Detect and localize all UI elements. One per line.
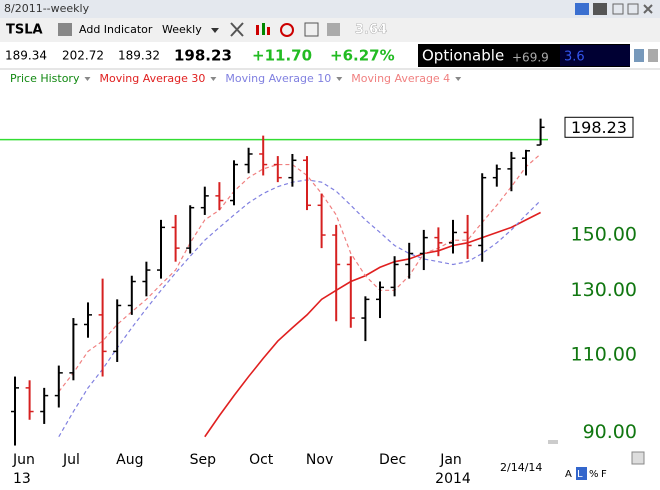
max-button[interactable] bbox=[627, 3, 639, 15]
window-title: 8/2011--weekly bbox=[4, 2, 90, 15]
legend-label: Price History bbox=[10, 72, 80, 85]
alarm-icon[interactable] bbox=[280, 23, 294, 37]
x-tick-label: Jun bbox=[12, 452, 35, 468]
x-tick-label: Sep bbox=[190, 452, 217, 468]
menu-icon[interactable] bbox=[327, 23, 340, 36]
legend-arrow bbox=[210, 77, 217, 81]
change-pct: +6.27% bbox=[330, 47, 395, 65]
footer-button[interactable]: F bbox=[601, 469, 607, 480]
restore-button[interactable] bbox=[612, 3, 624, 15]
close-button[interactable] bbox=[643, 4, 653, 14]
candle-icon[interactable] bbox=[256, 25, 259, 35]
legend-arrow bbox=[455, 77, 462, 81]
x-tick-label: Jul bbox=[62, 452, 80, 468]
footer-button[interactable]: % bbox=[589, 469, 599, 480]
add-indicator[interactable]: Add Indicator bbox=[79, 23, 153, 36]
title-bar bbox=[0, 0, 660, 18]
list-icon[interactable] bbox=[648, 49, 658, 62]
plot bbox=[0, 118, 548, 446]
change: +11.70 bbox=[252, 47, 312, 65]
symbol[interactable]: TSLA bbox=[6, 23, 43, 38]
moving-average-line bbox=[204, 211, 541, 438]
legend-arrow bbox=[336, 77, 343, 81]
toolbar-value: 3.64 bbox=[355, 23, 387, 38]
x-year-label: 13 bbox=[13, 471, 31, 487]
y-tick-label: 130.00 bbox=[571, 279, 637, 301]
x-tick-label: Aug bbox=[116, 452, 143, 468]
timeframe[interactable]: Weekly bbox=[162, 23, 202, 36]
x-tick-label: Jan bbox=[439, 452, 462, 468]
y-tick-label: 110.00 bbox=[571, 343, 637, 365]
db-icon[interactable] bbox=[634, 49, 644, 62]
legend-label: Moving Average 4 bbox=[351, 72, 450, 85]
last: 198.23 bbox=[174, 47, 232, 65]
legend-arrow bbox=[84, 77, 91, 81]
last-price-label: 198.23 bbox=[571, 118, 627, 137]
legend: Price History Moving Average 30 Moving Ave… bbox=[10, 72, 462, 85]
moving-average-line bbox=[58, 179, 542, 438]
dropdown-arrow[interactable] bbox=[211, 28, 219, 33]
optionable: Optionable bbox=[422, 47, 504, 65]
footer-button[interactable]: A bbox=[565, 469, 572, 480]
low: 189.32 bbox=[118, 49, 160, 63]
extra1: +69.9 bbox=[512, 51, 549, 65]
footer-buttons: A L% F bbox=[565, 467, 607, 480]
tools-icon[interactable] bbox=[230, 22, 244, 37]
extra2: 3.6 bbox=[564, 50, 585, 65]
scroll-marker bbox=[548, 440, 558, 444]
footer-date: 2/14/14 bbox=[500, 461, 542, 474]
extra-box bbox=[560, 45, 630, 66]
x-tick-label: Oct bbox=[249, 452, 274, 468]
footer-button-bg bbox=[576, 467, 587, 480]
grid-icon[interactable] bbox=[304, 22, 319, 37]
y-tick-label: 150.00 bbox=[571, 224, 637, 246]
high: 202.72 bbox=[62, 49, 104, 63]
edit-icon[interactable] bbox=[631, 451, 645, 465]
x-tick-label: Nov bbox=[306, 452, 333, 468]
print-icon[interactable] bbox=[58, 23, 72, 36]
x-year-label: 2014 bbox=[435, 471, 471, 487]
y-tick-label: 90.00 bbox=[583, 421, 637, 443]
legend-label: Moving Average 10 bbox=[225, 72, 331, 85]
footer-button[interactable]: L bbox=[577, 469, 583, 480]
legend-label: Moving Average 30 bbox=[99, 72, 205, 85]
x-tick-label: Dec bbox=[379, 452, 406, 468]
candle-icon[interactable] bbox=[262, 23, 265, 35]
open: 189.34 bbox=[5, 49, 47, 63]
t-button[interactable] bbox=[593, 3, 607, 15]
candle-icon[interactable] bbox=[267, 27, 270, 35]
moving-average-line bbox=[58, 153, 541, 393]
s-button[interactable] bbox=[575, 3, 589, 15]
last-price-box bbox=[564, 116, 634, 138]
